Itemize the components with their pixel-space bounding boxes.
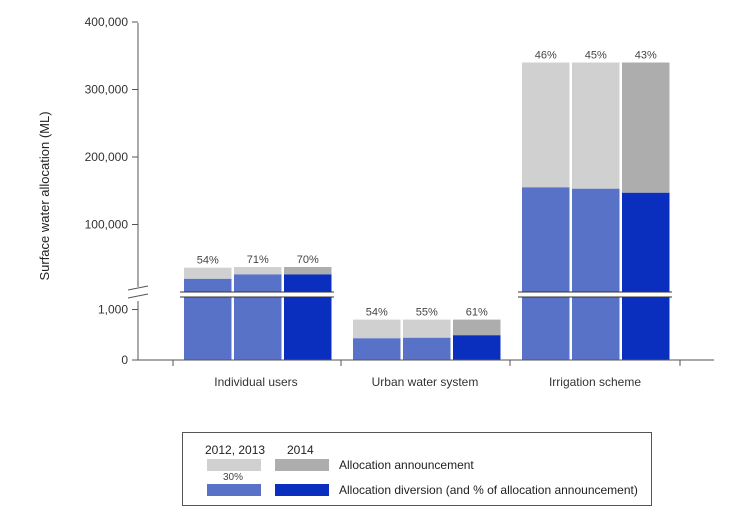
bar-diversion bbox=[453, 335, 501, 360]
bar-diversion-lower bbox=[184, 297, 232, 360]
legend: 2012, 2013 2014 Allocation announcement … bbox=[182, 432, 652, 506]
legend-swatch-announcement-2012-2013 bbox=[207, 459, 261, 471]
bar-announcement bbox=[184, 267, 232, 279]
bar-announcement bbox=[522, 62, 570, 188]
bar-announcement bbox=[234, 267, 282, 275]
bar-percent-label: 61% bbox=[466, 307, 488, 319]
bar-diversion bbox=[234, 274, 282, 292]
bar-diversion bbox=[622, 192, 670, 292]
bar-percent-label: 46% bbox=[535, 50, 557, 62]
y-tick-label: 0 bbox=[121, 353, 128, 367]
bar-percent-label: 54% bbox=[366, 307, 388, 319]
bar-percent-label: 71% bbox=[247, 254, 269, 266]
legend-label-announcement: Allocation announcement bbox=[339, 458, 474, 472]
bar-diversion-lower bbox=[234, 297, 282, 360]
bar-diversion-lower bbox=[572, 297, 620, 360]
bar-announcement bbox=[572, 62, 620, 189]
bar-percent-label: 43% bbox=[635, 50, 657, 62]
y-tick-label: 200,000 bbox=[85, 150, 129, 164]
x-axis: Individual users Urban water system Irriga… bbox=[138, 359, 714, 389]
bar-diversion bbox=[403, 337, 451, 360]
bar-percent-label: 54% bbox=[197, 255, 219, 267]
bar-diversion bbox=[572, 188, 620, 292]
legend-header-2012-2013: 2012, 2013 bbox=[205, 443, 266, 457]
y-axis-break-mark bbox=[127, 285, 149, 291]
bar-announcement bbox=[353, 319, 401, 339]
bar-diversion bbox=[353, 338, 401, 360]
bar-percent-label: 55% bbox=[416, 307, 438, 319]
bar-diversion-lower bbox=[622, 297, 670, 360]
bar-announcement bbox=[403, 319, 451, 338]
bar-diversion bbox=[284, 274, 332, 292]
y-tick-label: 400,000 bbox=[85, 15, 129, 29]
bar-announcement bbox=[453, 319, 501, 336]
bar-announcement bbox=[284, 267, 332, 275]
legend-example-percent: 30% bbox=[223, 472, 244, 483]
legend-label-diversion: Allocation diversion (and % of allocatio… bbox=[339, 483, 638, 497]
y-axis-break-mark bbox=[127, 293, 149, 299]
x-category-label: Irrigation scheme bbox=[549, 375, 641, 389]
axis-break-band bbox=[518, 292, 672, 297]
bar-diversion-lower bbox=[522, 297, 570, 360]
bar-announcement bbox=[622, 62, 670, 193]
axis-break-band bbox=[180, 292, 334, 297]
legend-swatch-diversion-2012-2013 bbox=[207, 484, 261, 496]
legend-swatch-diversion-2014 bbox=[275, 484, 329, 496]
y-tick-label: 100,000 bbox=[85, 218, 129, 232]
y-axis-title: Surface water allocation (ML) bbox=[37, 111, 52, 280]
legend-swatch-announcement-2014 bbox=[275, 459, 329, 471]
y-axis: 100,000 200,000 300,000 400,000 0 1,000 bbox=[85, 15, 149, 367]
bar-diversion bbox=[522, 187, 570, 292]
bar-diversion bbox=[184, 278, 232, 292]
bar-diversion-lower bbox=[284, 297, 332, 360]
x-category-label: Individual users bbox=[214, 375, 297, 389]
x-category-label: Urban water system bbox=[372, 375, 479, 389]
legend-header-2014: 2014 bbox=[287, 443, 314, 457]
bars-group: 54% 71% 70% 54% 55% 61% 46% 45% 43% bbox=[180, 50, 672, 360]
y-tick-label: 300,000 bbox=[85, 83, 129, 97]
y-tick-label: 1,000 bbox=[98, 303, 128, 317]
bar-percent-label: 45% bbox=[585, 50, 607, 62]
bar-percent-label: 70% bbox=[297, 254, 319, 266]
